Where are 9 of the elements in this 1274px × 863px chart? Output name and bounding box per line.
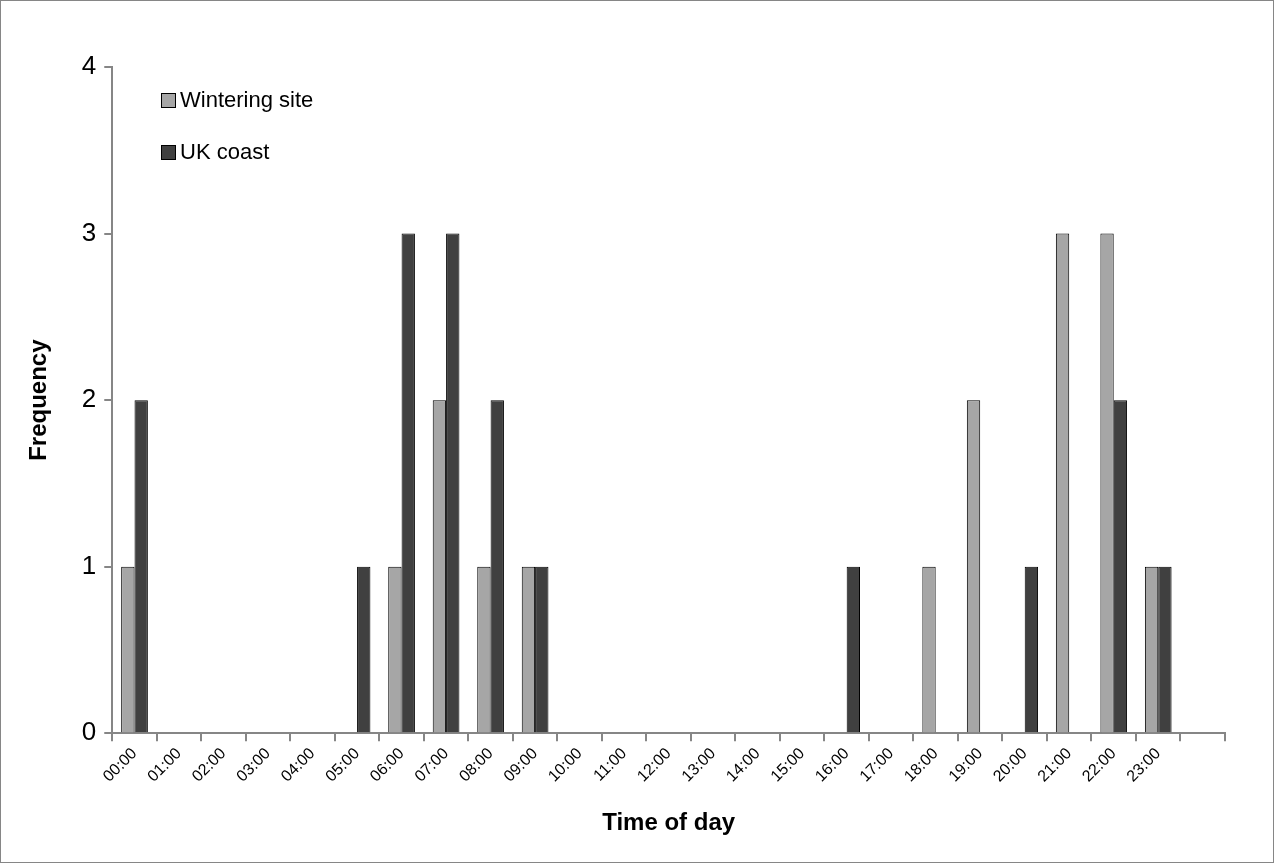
x-axis-title: Time of day <box>602 808 736 836</box>
y-tick-label: 3 <box>81 216 97 247</box>
legend-label: Wintering site <box>180 87 314 113</box>
legend-label: UK coast <box>180 139 270 165</box>
y-tick-label: 0 <box>81 716 97 747</box>
y-tick-label: 1 <box>81 549 97 580</box>
y-tick-label: 2 <box>81 383 97 414</box>
y-tick-label: 4 <box>81 50 97 81</box>
y-axis-title: Frequency <box>24 338 52 461</box>
